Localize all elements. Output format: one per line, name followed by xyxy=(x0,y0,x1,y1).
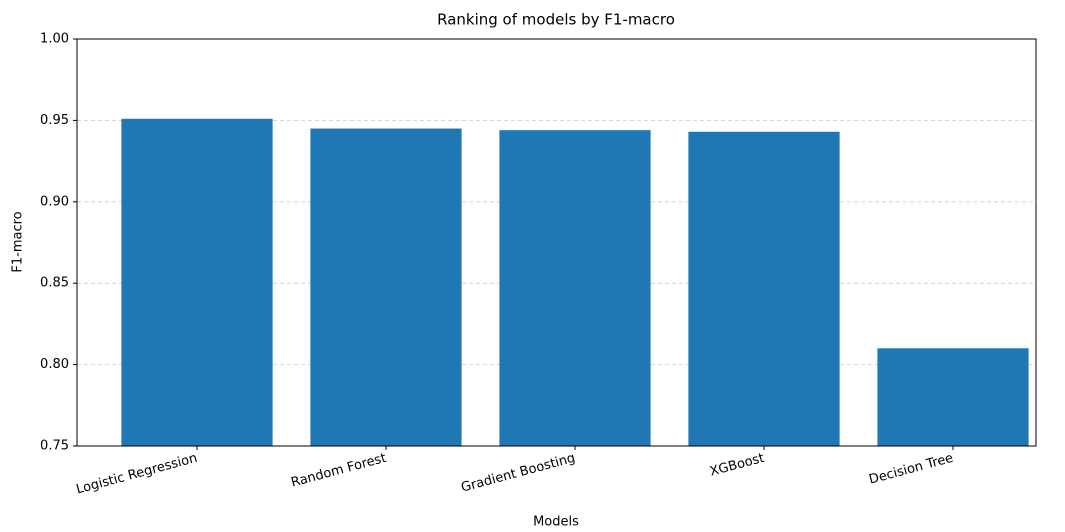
x-tick-label: Logistic Regression xyxy=(75,451,199,498)
x-tick-label: Random Forest xyxy=(290,451,388,491)
bar xyxy=(499,130,651,446)
chart-subtitle: Ranking of models by F1-macro xyxy=(437,11,675,29)
plot-frame xyxy=(76,38,1037,447)
bar xyxy=(121,118,273,446)
bar xyxy=(877,348,1029,446)
bar xyxy=(688,131,840,446)
y-tick-label: 0.95 xyxy=(40,113,69,128)
x-tick-label: Gradient Boosting xyxy=(460,451,577,496)
x-axis-label: Models xyxy=(533,515,579,530)
y-tick-label: 0.80 xyxy=(40,357,69,372)
x-tick-label: Decision Tree xyxy=(867,451,955,488)
y-tick-label: 0.75 xyxy=(40,439,69,454)
y-axis-label: F1-macro xyxy=(11,211,26,272)
y-tick-label: 1.00 xyxy=(40,32,69,47)
y-tick-label: 0.90 xyxy=(40,194,69,209)
x-tick-label: XGBoost xyxy=(708,451,766,480)
y-tick-label: 0.85 xyxy=(40,276,69,291)
bar xyxy=(310,128,462,447)
